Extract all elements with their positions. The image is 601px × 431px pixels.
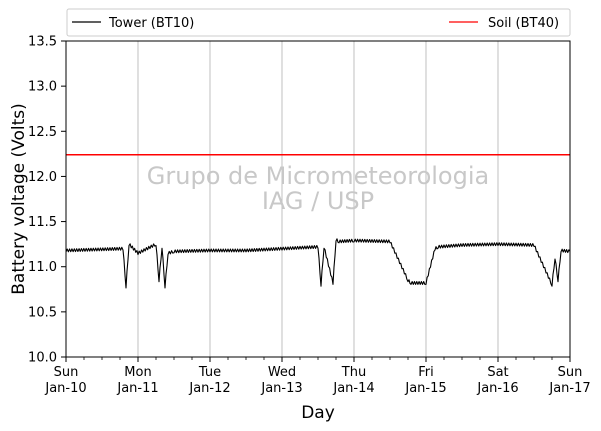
x-tick-label-date: Jan-15	[404, 381, 446, 396]
x-tick-label-date: Jan-11	[116, 381, 158, 396]
x-tick-label-date: Jan-13	[260, 381, 302, 396]
watermark-line-2: IAG / USP	[262, 187, 374, 215]
y-tick-label: 10.0	[28, 351, 57, 366]
x-tick-label-date: Jan-12	[188, 381, 230, 396]
series-layer	[65, 154, 571, 289]
x-tick-label-day: Sun	[54, 365, 79, 380]
y-tick-label: 13.5	[28, 35, 57, 50]
x-tick-label-day: Mon	[124, 365, 151, 380]
series-line-tower	[65, 238, 571, 289]
x-tick-label-date: Jan-17	[548, 381, 590, 396]
legend-frame	[66, 8, 571, 37]
y-tick-label: 12.5	[28, 125, 57, 140]
watermark-line-1: Grupo de Micrometeorologia	[147, 162, 489, 190]
x-tick-label-day: Thu	[341, 365, 366, 380]
x-axis: SunJan-10MonJan-11TueJan-12WedJan-13ThuJ…	[44, 357, 591, 396]
y-tick-label: 12.0	[28, 170, 57, 185]
y-axis: 10.0 10.5 11.0 11.5 12.0 12.5 13.0 13.5	[28, 35, 66, 366]
grid-lines	[137, 41, 499, 357]
x-tick-label-date: Jan-16	[476, 381, 518, 396]
x-tick-label-day: Tue	[198, 365, 221, 380]
x-tick-label-date: Jan-14	[332, 381, 374, 396]
x-tick-label-day: Sat	[487, 365, 508, 380]
legend-label-tower: Tower (BT10)	[108, 16, 194, 31]
legend: Tower (BT10) Soil (BT40)	[66, 8, 571, 37]
y-tick-label: 11.5	[28, 215, 57, 230]
x-axis-title: Day	[301, 403, 335, 423]
y-tick-label: 11.0	[28, 260, 57, 275]
watermark: Grupo de Micrometeorologia IAG / USP	[147, 162, 489, 215]
y-tick-label: 10.5	[28, 305, 57, 320]
x-tick-label-day: Fri	[418, 365, 434, 380]
legend-label-soil: Soil (BT40)	[488, 16, 559, 31]
x-tick-label-day: Wed	[268, 365, 296, 380]
x-tick-label-day: Sun	[558, 365, 583, 380]
y-axis-title: Battery voltage (Volts)	[9, 103, 29, 294]
y-tick-label: 13.0	[28, 80, 57, 95]
x-tick-label-date: Jan-10	[44, 381, 86, 396]
